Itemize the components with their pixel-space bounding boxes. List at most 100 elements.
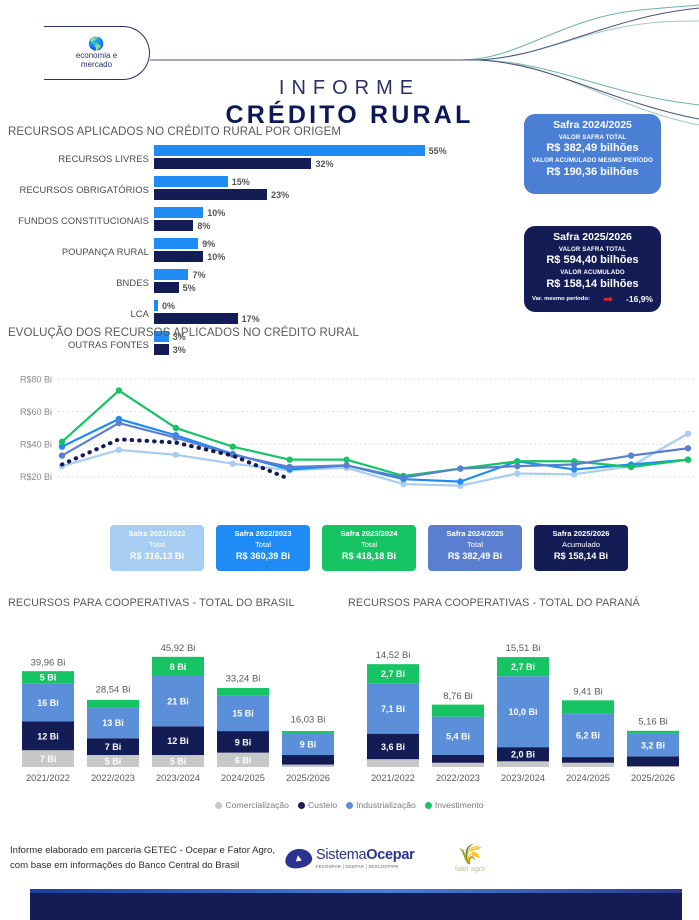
bar-category-label: RECURSOS OBRIGATÓRIOS <box>19 183 149 195</box>
bar-group: LCA 0% 17% <box>0 300 699 326</box>
stack-category-label: 2022/2023 <box>91 773 135 783</box>
ocepar-subtitle: FECOOPAR | OCEPAR | SESCOOP/PR <box>316 863 399 869</box>
bar-row: 17% <box>154 313 699 324</box>
stack-segment-Investimento <box>217 687 269 696</box>
logo-line-1: economia e <box>75 50 118 60</box>
bar-value-label: 32% <box>315 158 334 169</box>
stack-segment-Investimento <box>367 664 419 684</box>
bar-value-label: 5% <box>182 282 196 293</box>
stack-segment-Custeio <box>87 738 139 756</box>
line-chart-svg: R$20 Bi R$40 Bi R$60 Bi R$80 Bi jul ago set out… <box>20 375 696 518</box>
sistema-ocepar-logo: ▲ SistemaOcepar FECOOPAR | OCEPAR | SESC… <box>283 846 415 871</box>
line-series-Safra 2024/2025 <box>61 421 689 479</box>
stack-segment-Comercialização <box>432 762 484 767</box>
legend-dot-icon <box>215 801 223 809</box>
card-value: R$ 382,49 Bi <box>447 550 503 561</box>
data-point <box>570 466 578 473</box>
stack-segment-label: 6,2 Bi <box>576 731 600 741</box>
ocepar-mark-icon: ▲ <box>283 846 314 871</box>
stack-segment-Industrialização <box>367 683 419 734</box>
stack-segment-Custeio <box>497 747 549 762</box>
x-axis-tick-label: mai <box>623 507 638 508</box>
footer-accent-bar <box>30 889 682 893</box>
stack-segment-label: 3,6 Bi <box>381 742 405 752</box>
safra-total-card: Safra 2024/2025 Total R$ 382,49 Bi <box>428 525 522 571</box>
stack-segment-label: 15 Bi <box>232 709 254 719</box>
data-point <box>58 438 66 445</box>
stack-segment-label: 8 Bi <box>170 662 187 672</box>
legend-item: Investimento <box>424 800 484 810</box>
stack-segment-Custeio <box>217 731 269 753</box>
stack-segment-label: 5,4 Bi <box>446 731 470 741</box>
card-title: Safra 2025/2026 <box>552 529 610 538</box>
bar-row: 32% <box>154 158 699 169</box>
bar-fill <box>154 300 158 311</box>
card-subtitle: Total <box>466 540 484 550</box>
data-point <box>684 430 692 437</box>
section-title-parana: RECURSOS PARA COOPERATIVAS - TOTAL DO PA… <box>348 597 640 609</box>
bar-row: 0% <box>154 300 699 311</box>
bar-category-label: POUPANÇA RURAL <box>61 245 149 257</box>
bar-group: BNDES 7% 5% <box>0 269 699 295</box>
bar-fill <box>154 269 189 280</box>
ocepar-name-bold: Ocepar <box>366 847 415 863</box>
page-title: INFORME CRÉDITO RURAL <box>0 78 699 131</box>
bar-group: FUNDOS CONSTITUCIONAIS 10% 8% <box>0 207 699 233</box>
legend-dot-icon <box>346 801 354 809</box>
bar-group: POUPANÇA RURAL 9% 10% <box>0 238 699 264</box>
fator-agro-logo: 🌾 fator agro <box>455 845 485 873</box>
card-subtitle: Acumulado <box>562 540 600 550</box>
bar-fill <box>154 189 268 200</box>
stack-segment-label: 2,0 Bi <box>511 750 535 760</box>
bar-pair: 15% 23% <box>154 176 699 202</box>
x-axis-tick-label: jun <box>681 507 695 508</box>
stack-segment-Industrialização <box>152 675 204 727</box>
cooperativas-parana-chart: 3,6 Bi 7,1 Bi 2,7 Bi 14,52 Bi 2021/2022 5,4 B… <box>367 643 679 783</box>
stack-segment-label: 9 Bi <box>300 740 317 750</box>
bar-row: 7% <box>154 269 699 280</box>
evolucao-section: EVOLUÇÃO DOS RECURSOS APLICADOS NO CRÉDI… <box>0 327 699 518</box>
stack-segment-label: 5 Bi <box>40 673 57 683</box>
stack-segment-label: 10,0 Bi <box>508 707 537 717</box>
stack-category-label: 2023/2024 <box>501 773 545 783</box>
bar-value-label: 10% <box>207 207 226 218</box>
stack-total-label: 15,51 Bi <box>506 643 541 654</box>
economia-mercado-logo: 🌎 economia e mercado <box>44 26 150 80</box>
card-title: Safra 2023/2024 <box>340 529 398 538</box>
safra-2425-title: Safra 2024/2025 <box>553 119 632 131</box>
ocepar-name-light: Sistema <box>316 847 367 863</box>
stack-segment-Comercialização <box>627 766 679 767</box>
stack-segment-Industrialização <box>282 733 334 756</box>
data-point <box>343 456 350 463</box>
stack-segment-label: 12 Bi <box>37 731 59 741</box>
x-axis-tick-label: out <box>226 507 240 508</box>
bar-fill <box>154 220 194 231</box>
title-informe: INFORME <box>278 77 421 99</box>
stack-segment-Comercialização <box>367 759 419 767</box>
stack-category-label: 2023/2024 <box>156 773 200 783</box>
data-point <box>172 424 180 432</box>
safra-2526-label-1: VALOR SAFRA TOTAL <box>558 246 627 253</box>
legend-label: Investimento <box>434 800 484 810</box>
stack-segment-Custeio <box>432 754 484 763</box>
legend-label: Industrialização <box>356 800 416 810</box>
line-series-Safra 2021/2022 <box>61 432 689 487</box>
bar-value-label: 3% <box>172 344 186 355</box>
stack-total-label: 33,24 Bi <box>226 673 261 684</box>
stack-segment-Comercialização <box>152 755 204 767</box>
stack-segment-Comercialização <box>562 762 614 767</box>
stack-segment-label: 5 Bi <box>105 757 122 767</box>
bar-fill <box>154 313 238 324</box>
data-point <box>115 446 123 454</box>
bar-value-label: 7% <box>192 269 206 280</box>
data-point <box>172 434 180 441</box>
footer-credit-text: Informe elaborado em parceria GETEC - Oc… <box>10 845 276 871</box>
bar-row: 55% <box>154 145 699 156</box>
legend-dot-icon <box>424 801 432 809</box>
stack-category-label: 2021/2022 <box>371 773 415 783</box>
legend-label: Comercialização <box>225 800 289 810</box>
bar-value-label: 55% <box>428 145 447 156</box>
safra-2425-value-2: R$ 190,36 bilhões <box>546 165 639 178</box>
stack-segment-Comercialização <box>87 755 139 767</box>
stack-segment-label: 7 Bi <box>40 754 57 764</box>
